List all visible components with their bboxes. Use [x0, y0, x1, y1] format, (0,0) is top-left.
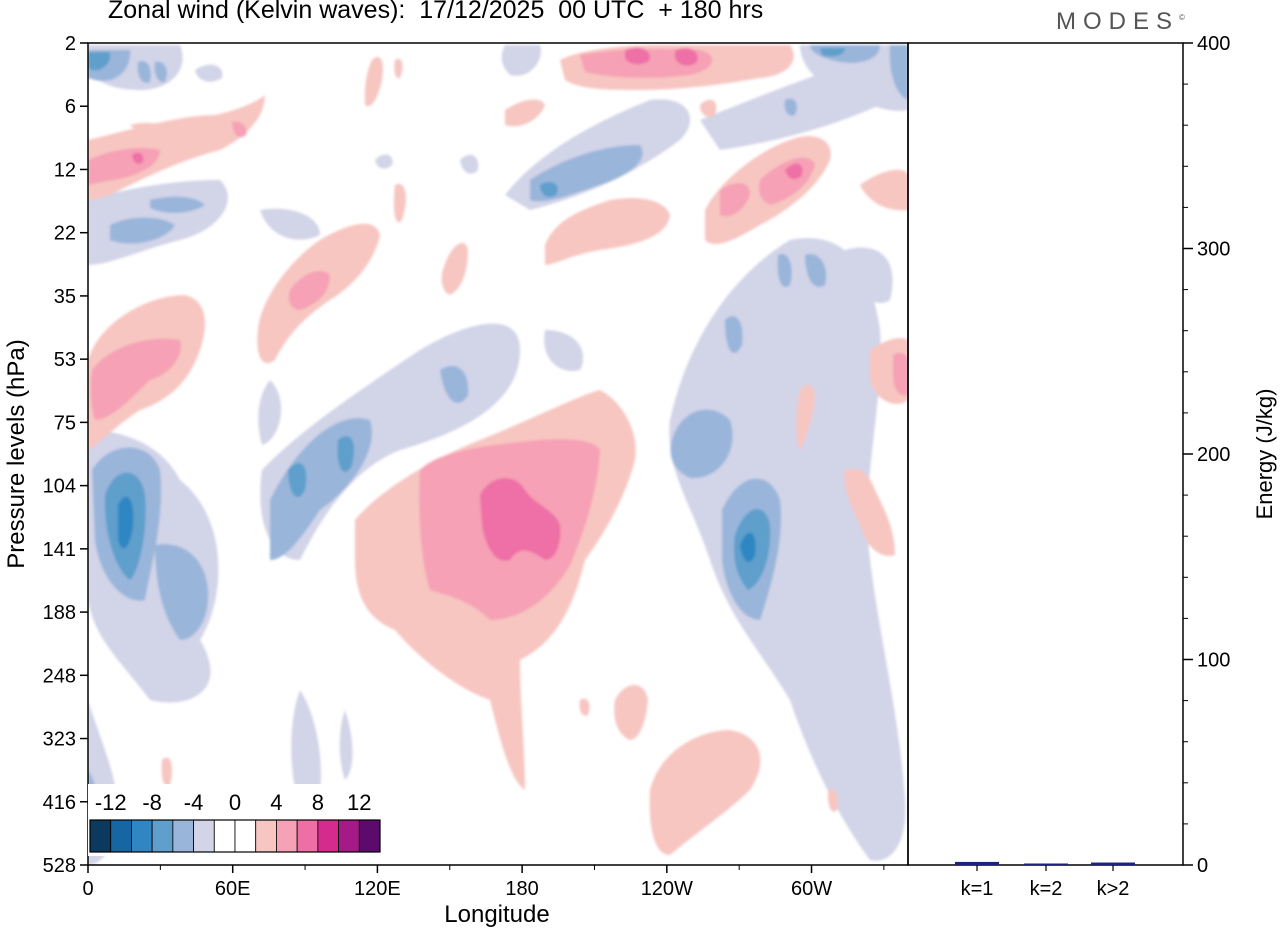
colorbar-swatch [317, 819, 339, 853]
colorbar-swatch [131, 819, 153, 853]
y-tick-label: 528 [43, 855, 76, 877]
y-tick-label: 12 [54, 159, 76, 181]
colorbar-label: -8 [142, 790, 162, 815]
colorbar-swatch [151, 819, 174, 853]
x-tick-label: 60W [791, 878, 832, 900]
colorbar-swatch [172, 819, 194, 853]
y-tick-label: 75 [54, 412, 76, 434]
energy-bar [1091, 862, 1135, 865]
chart-title: Zonal wind (Kelvin waves): 17/12/2025 00… [108, 0, 764, 24]
contour-pos-10 [132, 47, 803, 561]
longitude-axis: 0 60E 120E 180 120W 60W [82, 865, 885, 900]
colorbar-swatch [89, 819, 112, 853]
colorbar-label: -12 [95, 790, 127, 815]
x-tick-label: 120W [641, 878, 693, 900]
y-tick-label: 323 [43, 729, 76, 751]
energy-plot-frame [907, 42, 1184, 866]
colorbar-swatch [234, 819, 257, 853]
energy-tick-label: 200 [1197, 444, 1230, 466]
energy-axis: 0 100 200 300 400 [1183, 33, 1230, 877]
y-tick-label: 416 [43, 792, 76, 814]
y-tick-label: 188 [43, 602, 76, 624]
y-tick-label: 35 [54, 286, 76, 308]
x-tick-label: 0 [82, 878, 93, 900]
colorbar-swatch [296, 819, 319, 853]
colorbar-label: 12 [347, 790, 371, 815]
energy-axis-label: Energy (J/kg) [1252, 389, 1277, 520]
energy-bars: k=1 k=2 k>2 [955, 861, 1135, 900]
y-tick-label: 248 [43, 665, 76, 687]
energy-bar [1024, 863, 1068, 865]
energy-category-label: k=2 [1030, 878, 1063, 900]
y-tick-label: 2 [65, 33, 76, 55]
colorbar-label: 8 [312, 790, 324, 815]
contour-field [88, 45, 908, 865]
colorbar-swatch [110, 819, 132, 853]
energy-tick-label: 300 [1197, 239, 1230, 261]
colorbar-label: 4 [270, 790, 282, 815]
energy-category-label: k=1 [961, 878, 994, 900]
x-tick-label: 60E [215, 878, 251, 900]
x-tick-label: 180 [505, 878, 538, 900]
colorbar-swatch [338, 819, 360, 853]
y-tick-label: 53 [54, 349, 76, 371]
colorbar-swatch [213, 819, 236, 853]
colorbar-swatch [255, 819, 277, 853]
colorbar-label: 0 [229, 790, 241, 815]
energy-tick-label: 100 [1197, 650, 1230, 672]
energy-tick-label: 0 [1197, 855, 1208, 877]
colorbar-swatch [358, 819, 381, 853]
x-tick-label: 120E [354, 878, 401, 900]
y-axis-label: Pressure levels (hPa) [3, 339, 30, 568]
energy-bar [955, 861, 999, 865]
y-tick-label: 6 [65, 96, 76, 118]
colorbar-frame [89, 819, 381, 853]
y-tick-label: 141 [43, 539, 76, 561]
contour-neg-12 [118, 496, 756, 563]
y-tick-label: 104 [43, 476, 76, 498]
energy-tick-label: 400 [1197, 33, 1230, 55]
brand-logo: MODES© [1056, 8, 1185, 35]
colorbar: -12 -8 -4 0 4 8 12 [88, 784, 382, 856]
colorbar-swatch [193, 819, 215, 853]
colorbar-swatch [276, 819, 298, 853]
pressure-axis: 2 6 12 22 35 53 75 104 141 188 248 323 416 528 [43, 33, 88, 877]
colorbar-label: -4 [184, 790, 204, 815]
x-axis-label: Longitude [444, 901, 549, 928]
energy-category-label: k>2 [1097, 878, 1130, 900]
y-tick-label: 22 [54, 223, 76, 245]
